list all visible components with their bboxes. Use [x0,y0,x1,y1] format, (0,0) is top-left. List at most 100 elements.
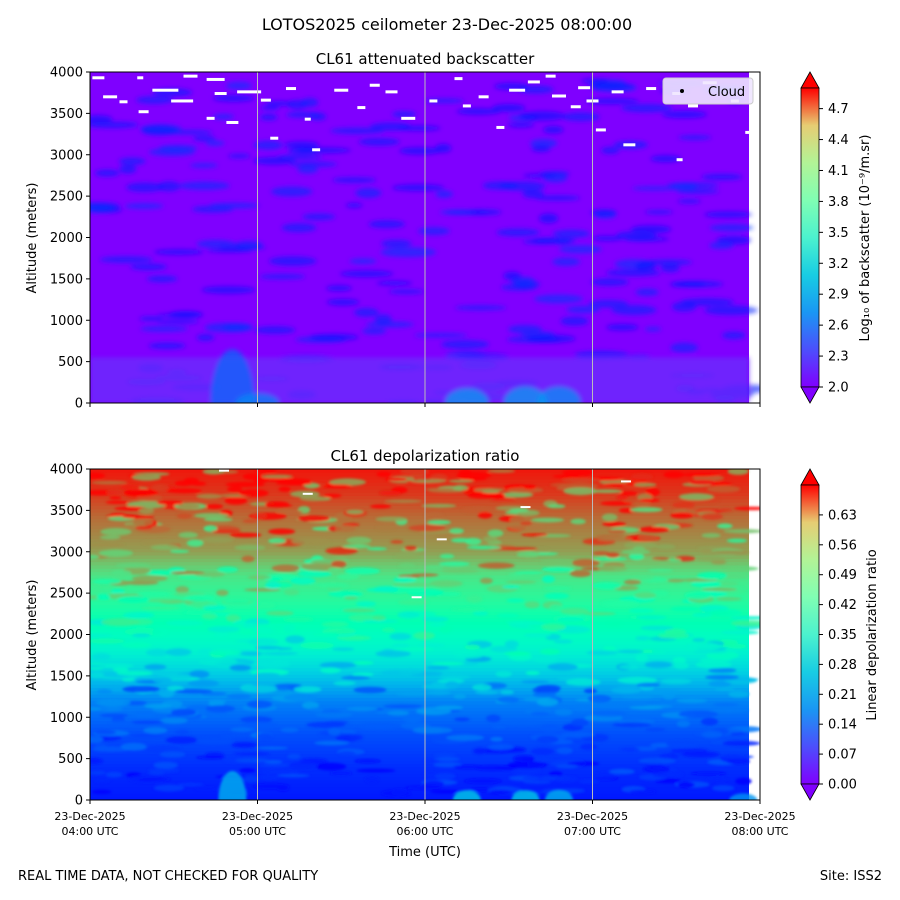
x-tick-label-date: 23-Dec-2025 [222,810,293,823]
y-tick-label: 4000 [50,66,83,81]
legend-box [662,77,754,105]
colorbar-gradient [800,484,820,785]
y-tick-label: 1000 [50,314,83,329]
y-tick-label: 3000 [50,148,83,163]
colorbar-tick-label: 3.5 [828,226,849,241]
cloud-detection [676,158,683,162]
colorbar-tick-label: 2.9 [828,288,849,303]
cloud-detection [226,120,239,124]
cloud-detection [214,92,227,96]
cloud-detection [369,83,380,87]
figure-title: LOTOS2025 ceilometer 23-Dec-2025 08:00:0… [262,15,632,34]
cloud-detection [621,480,631,483]
cloud-detection [206,77,225,81]
cloud-detection [385,90,398,94]
colorbar-tick-label: 0.63 [828,508,857,523]
cloud-detection [138,110,149,114]
cloud-detection [454,77,463,81]
y-tick-label: 0 [75,397,83,412]
colorbar-tick-label: 4.1 [828,164,849,179]
y-tick-label: 4000 [50,463,83,478]
cloud-detection [462,104,471,108]
y-tick-label: 500 [58,752,83,767]
panel-title-backscatter: CL61 attenuated backscatter [316,50,535,68]
y-tick-label: 0 [75,794,83,809]
cloud-detection [92,76,105,80]
colorbar-depolarization: 0.00 0.07 0.14 0.21 0.28 0.35 0.42 0.49 0.56 0.63… [800,468,880,801]
cloud-detection [623,143,636,147]
cloud-detection [103,95,118,99]
depolarization-panel: CL61 depolarization ratio 0 500 1000 1500 20… [25,447,880,860]
cloud-detection [312,148,321,152]
x-ticks-top [89,403,761,407]
cloud-detection [119,100,128,104]
x-ticks-bottom: 23-Dec-2025 04:00 UTC 23-Dec-2025 05:00 UTC… [54,800,796,838]
cloud-detection [137,76,144,80]
colorbar-tick-label: 0.07 [828,748,857,763]
y-tick-label: 2000 [50,628,83,643]
colorbar-gradient [800,87,820,388]
cloud-detection [745,130,752,134]
cloud-detection [302,492,313,495]
colorbar-extend-max [800,71,820,89]
y-tick-label: 2500 [50,190,83,205]
cloud-detection [646,87,657,91]
colorbar-tick-label: 0.56 [828,538,857,553]
x-tick-label-date: 23-Dec-2025 [389,810,460,823]
depolarization-field [90,469,760,800]
cloud-detection [496,125,505,129]
legend-label-cloud: Cloud [708,85,745,100]
colorbar-extend-min [800,783,820,801]
y-ticks-bottom: 0 500 1000 1500 2000 2500 3000 3500 4000 [50,463,90,809]
cloud-detection [509,88,526,92]
cloud-detection [527,80,540,84]
colorbar-tick-label: 4.7 [828,102,849,117]
cloud-detection [357,106,366,110]
cloud-detection [595,128,606,132]
legend-cloud[interactable]: Cloud [662,77,754,105]
colorbar-tick-label: 0.49 [828,568,857,583]
time-gridlines-top [257,72,593,403]
y-tick-label: 3500 [50,504,83,519]
cloud-detection [401,116,416,120]
colorbar-tick-label: 2.0 [828,381,849,396]
colorbar-label-backscatter: Log₁₀ of backscatter (10⁻⁹/m.sr) [858,135,873,342]
cloud-detection [570,105,581,109]
y-tick-label: 1500 [50,272,83,287]
x-tick-label-time: 06:00 UTC [396,825,453,838]
y-tick-label: 1000 [50,711,83,726]
cloud-detection [152,88,179,92]
colorbar-tick-label: 3.2 [828,257,849,272]
cloud-detection [520,506,531,509]
cloud-detection [545,74,556,78]
cloud-detection [334,88,349,92]
cloud-detection [206,116,215,120]
quality-disclaimer: REAL TIME DATA, NOT CHECKED FOR QUALITY [18,869,319,884]
backscatter-field [90,72,760,403]
colorbar-label-depolarization: Linear depolarization ratio [865,549,880,720]
cloud-detection [171,99,194,103]
cloud-marker-icon [680,89,684,93]
colorbar-tick-label: 4.4 [828,133,849,148]
y-ticks-top: 0 500 1000 1500 2000 2500 3000 3500 4000 [50,66,90,412]
x-tick-label-date: 23-Dec-2025 [724,810,795,823]
colorbar-tick-label: 0.00 [828,778,857,793]
y-tick-label: 1500 [50,669,83,684]
colorbar-tick-label: 0.14 [828,718,857,733]
colorbar-backscatter: 2.0 2.3 2.6 2.9 3.2 3.5 3.8 4.1 4.4 4.7 Log₁₀ of … [800,71,873,404]
cloud-detection [286,87,296,91]
cloud-detection [552,94,566,98]
colorbar-tick-label: 0.28 [828,658,857,673]
cloud-detection [219,469,229,472]
y-tick-label: 3000 [50,545,83,560]
colorbar-tick-label: 2.3 [828,350,849,365]
colorbar-extend-min [800,386,820,404]
colorbar-tick-label: 2.6 [828,319,849,334]
x-tick-label-time: 07:00 UTC [564,825,621,838]
x-tick-label-date: 23-Dec-2025 [54,810,125,823]
cloud-detection [611,90,624,94]
cloud-detection [429,99,438,103]
colorbar-tick-label: 0.21 [828,688,857,703]
site-label: Site: ISS2 [819,869,882,884]
